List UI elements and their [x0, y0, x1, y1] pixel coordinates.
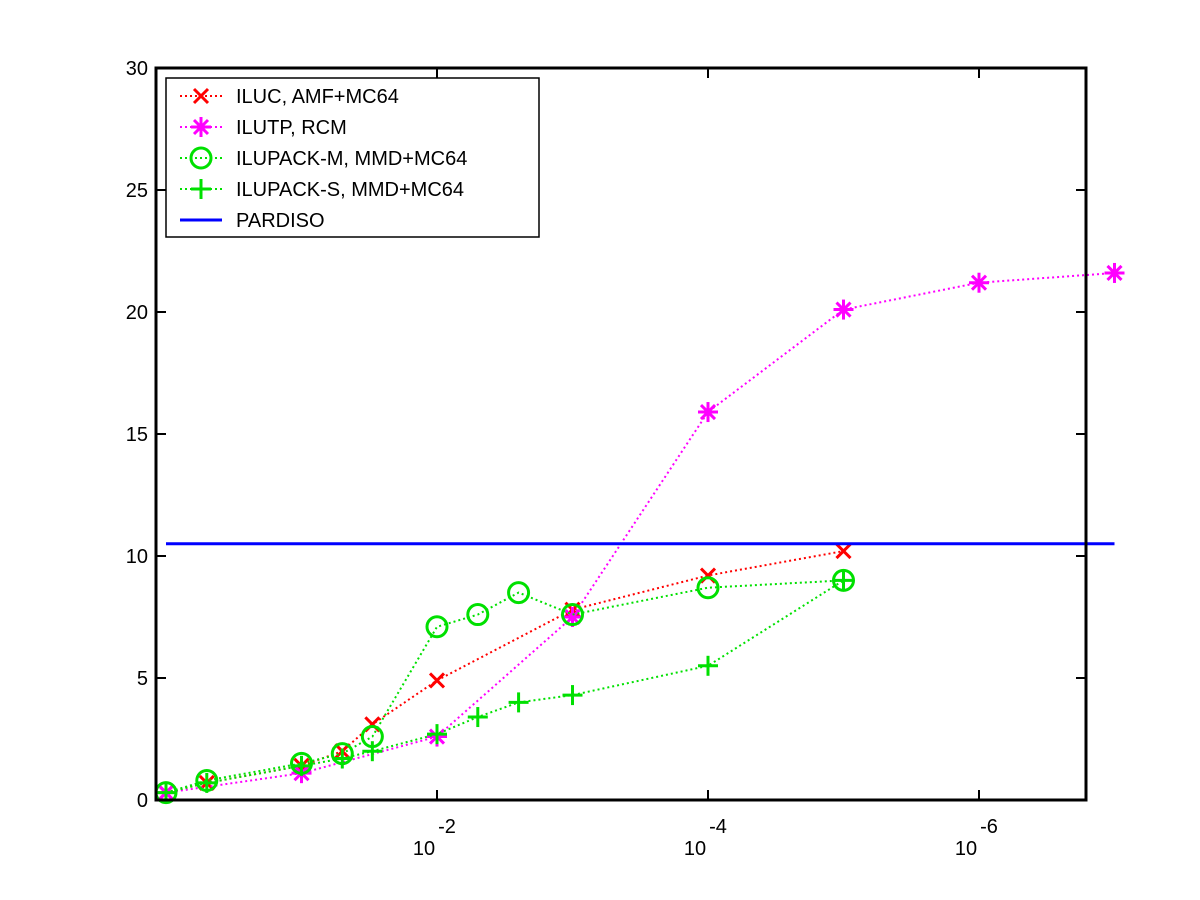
- legend-entry-2: ILUTP, RCM: [180, 117, 347, 139]
- series-4-point-10: [698, 655, 718, 676]
- series-2-point-5: [698, 402, 718, 423]
- series-3-line: [165, 579, 844, 794]
- series-4-point-6: [427, 724, 447, 745]
- legend-swatch-marker: [189, 146, 213, 170]
- series-4-point-5: [362, 741, 383, 762]
- legend-box: [165, 77, 540, 238]
- series-1-point-9: [835, 543, 852, 560]
- series-4-line: [165, 579, 845, 794]
- y-tick-label: 25: [126, 180, 148, 202]
- legend-label: PARDISO: [236, 210, 325, 232]
- legend-swatch-marker: [191, 179, 211, 199]
- legend-label: ILUPACK-M, MMD+MC64: [236, 148, 467, 170]
- legend-swatch-marker: [192, 87, 210, 105]
- legend-entry-3: ILUPACK-M, MMD+MC64: [180, 146, 467, 170]
- y-tick-label: 0: [137, 790, 148, 812]
- series-3-point-9: [561, 603, 584, 627]
- series-2-point-6: [833, 299, 854, 320]
- series-4-point-11: [833, 570, 854, 591]
- legend-swatch-marker: [191, 117, 211, 137]
- legend-entry-1: ILUC, AMF+MC64: [180, 86, 399, 108]
- series-3-point-6: [425, 615, 449, 639]
- plot-area: [154, 262, 1125, 805]
- legend-label: ILUPACK-S, MMD+MC64: [236, 179, 464, 201]
- x-tick-label-base: 10: [413, 838, 435, 860]
- y-tick-label: 15: [126, 424, 148, 446]
- series-3-point-8: [507, 581, 531, 605]
- legend: ILUC, AMF+MC64 ILUTP, RCM ILUPACK-M, MMD+M…: [165, 77, 540, 238]
- y-tick-label: 30: [126, 58, 148, 80]
- legend-label: ILUTP, RCM: [236, 117, 347, 139]
- legend-label: ILUC, AMF+MC64: [236, 86, 399, 108]
- x-tick-label-exponent: -6: [980, 816, 998, 838]
- series-4-point-4: [332, 748, 353, 769]
- series-4-point-3: [291, 755, 312, 776]
- series-3-point-7: [466, 603, 490, 627]
- legend-entry-5: PARDISO: [180, 210, 325, 232]
- y-tick-label: 20: [126, 302, 148, 324]
- x-tick-label-base: 10: [955, 838, 977, 860]
- legend-entry-4: ILUPACK-S, MMD+MC64: [180, 179, 464, 201]
- series-4: [156, 570, 854, 803]
- y-tick-label: 10: [126, 546, 148, 568]
- series-4-point-2: [196, 772, 217, 793]
- x-tick-label-exponent: -4: [709, 816, 727, 838]
- series-3-point-10: [696, 576, 720, 600]
- series-1-point-6: [428, 672, 446, 689]
- series-2-point-7: [969, 272, 989, 293]
- x-tick-label-base: 10: [684, 838, 706, 860]
- series-4-point-7: [467, 707, 488, 728]
- series-2-line: [165, 272, 1115, 794]
- series-4-point-9: [562, 685, 583, 706]
- y-tick-label: 5: [137, 668, 148, 690]
- x-tick-label-exponent: -2: [438, 816, 456, 838]
- series-2-point-4: [562, 607, 583, 627]
- series-2-point-8: [1104, 262, 1125, 283]
- series-4-point-8: [508, 692, 529, 713]
